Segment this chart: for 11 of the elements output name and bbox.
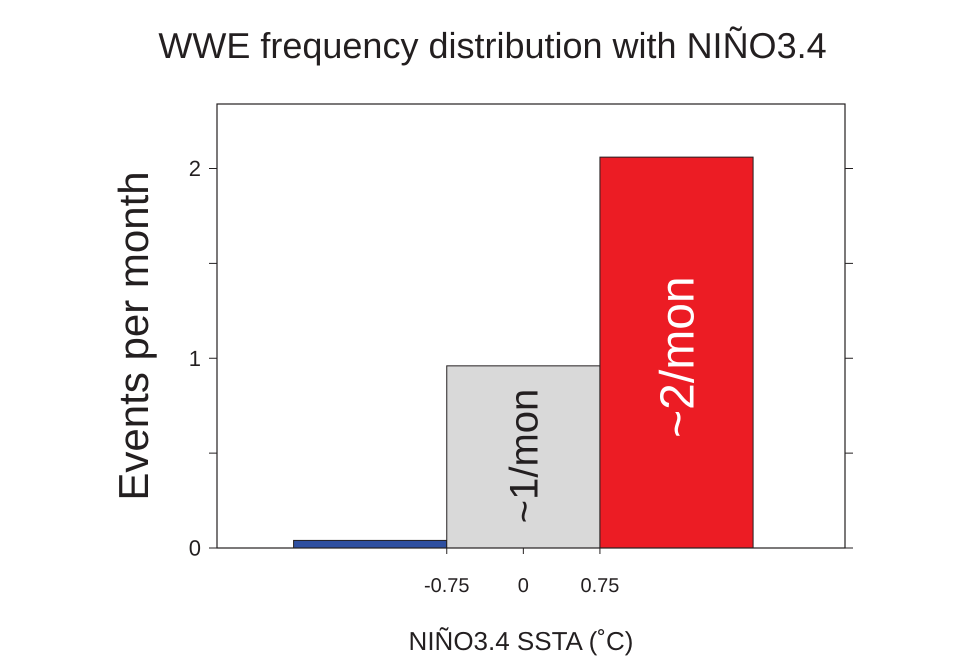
x-tick-label: -0.75 [424, 575, 470, 597]
x-tick-label: 0 [518, 575, 529, 597]
y-tick-label: 0 [188, 536, 201, 561]
annotation: ~1/mon [502, 388, 546, 524]
y-axis-title: Events per month [110, 171, 157, 501]
x-axis-title: NIÑO3.4 SSTA (˚C) [408, 626, 634, 656]
y-tick-label: 2 [188, 156, 201, 182]
chart-title: WWE frequency distribution with NIÑO3.4 [158, 25, 827, 66]
annotation: ~2/mon [651, 276, 704, 438]
y-tick-label: 1 [188, 346, 201, 371]
x-tick-label: 0.75 [580, 575, 620, 597]
